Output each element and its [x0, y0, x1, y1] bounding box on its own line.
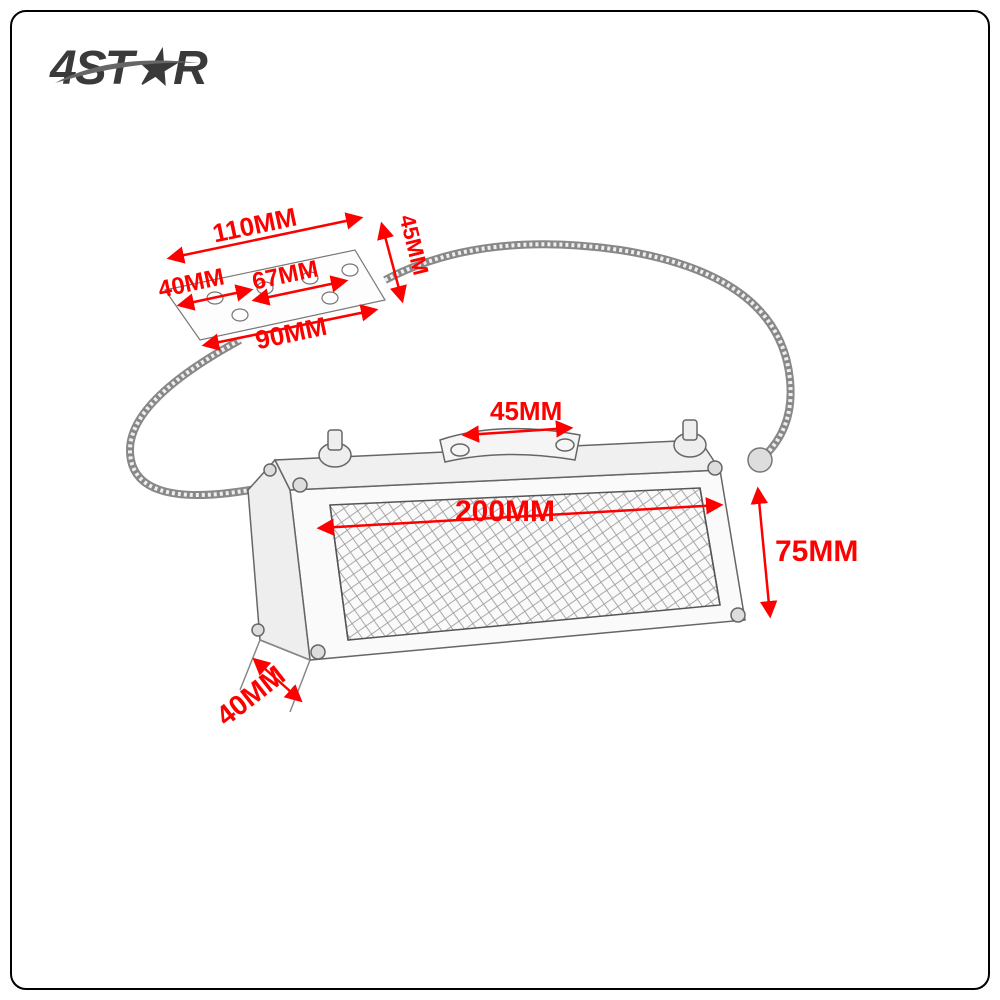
dim-top-45: 45MM: [490, 396, 562, 427]
oil-cooler-body: [240, 420, 745, 712]
dim-cooler-75: 75MM: [775, 535, 858, 569]
dim-cooler-200: 200MM: [455, 495, 555, 529]
